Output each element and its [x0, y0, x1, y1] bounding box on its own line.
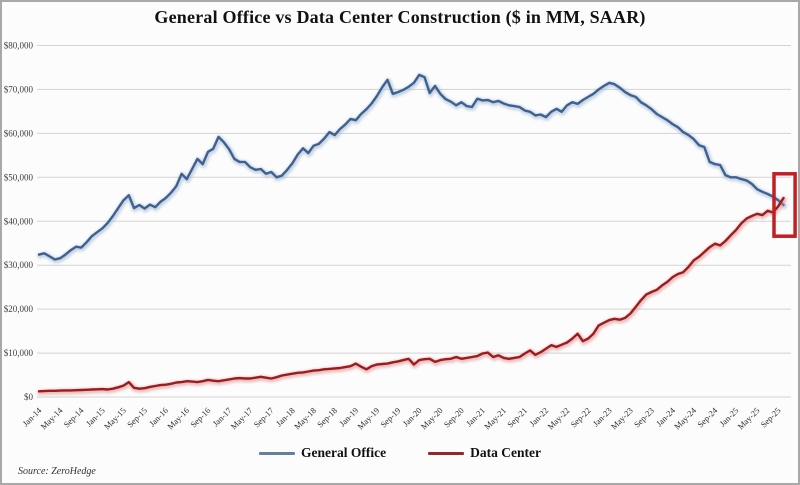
x-tick-label: May-22 — [545, 405, 571, 431]
x-tick-label: Sep-16 — [188, 405, 212, 429]
x-tick-label: May-24 — [672, 405, 699, 432]
x-tick-label: Sep-18 — [315, 405, 339, 429]
y-tick-label: $60,000 — [4, 128, 34, 138]
x-tick-label: Sep-14 — [62, 405, 87, 430]
x-tick-label: Sep-25 — [759, 405, 783, 429]
x-tick-label: May-21 — [482, 405, 508, 431]
x-tick-label: Sep-17 — [252, 405, 276, 429]
legend-label-general-office: General Office — [301, 445, 387, 460]
series-line-general-office — [37, 73, 788, 264]
x-tick-label: May-25 — [735, 405, 761, 431]
chart-legend: General Office Data Center — [2, 445, 798, 461]
x-tick-label: Sep-15 — [125, 405, 149, 429]
general-office-line-swatch — [259, 451, 296, 455]
crossover-highlight-box — [772, 172, 797, 238]
y-tick-label: $20,000 — [4, 304, 34, 314]
x-tick-label: Sep-21 — [505, 405, 529, 429]
source-note: Source: ZeroHedge — [18, 466, 96, 477]
x-tick-label: Sep-19 — [378, 405, 402, 429]
y-tick-label: $0 — [24, 392, 34, 402]
legend-label-data-center: Data Center — [470, 445, 541, 460]
x-tick-label: Sep-24 — [695, 405, 720, 430]
series-line-data-center — [37, 196, 788, 396]
legend-item-general-office: General Office — [259, 445, 386, 461]
x-tick-label: Sep-22 — [568, 405, 592, 429]
y-tick-label: $50,000 — [4, 172, 34, 182]
y-tick-label: $30,000 — [4, 260, 34, 270]
x-tick-label: May-18 — [292, 405, 318, 431]
y-tick-label: $40,000 — [4, 216, 34, 226]
y-tick-label: $80,000 — [4, 41, 34, 51]
data-center-line-swatch — [428, 451, 465, 455]
y-tick-label: $10,000 — [4, 348, 34, 358]
x-tick-label: May-20 — [419, 405, 445, 431]
legend-item-data-center: Data Center — [428, 445, 541, 461]
y-axis-gridlines — [37, 45, 791, 398]
chart-title: General Office vs Data Center Constructi… — [154, 7, 646, 27]
x-tick-label: May-16 — [165, 405, 191, 431]
x-tick-label: May-19 — [355, 405, 381, 431]
y-tick-label: $70,000 — [4, 84, 34, 94]
x-tick-label: Sep-20 — [442, 405, 466, 429]
x-tick-label: May-15 — [102, 405, 128, 431]
x-tick-label: Sep-23 — [632, 405, 656, 429]
x-tick-label: May-14 — [38, 405, 65, 432]
x-tick-label: May-23 — [609, 405, 635, 431]
y-axis-labels: $80,000 $70,000 $60,000 $50,000 $40,000 $30,0… — [4, 41, 34, 403]
x-axis-labels: Jan-14May-14Sep-14Jan-15May-15Sep-15Jan-… — [20, 405, 782, 432]
x-tick-label: May-17 — [229, 405, 255, 431]
